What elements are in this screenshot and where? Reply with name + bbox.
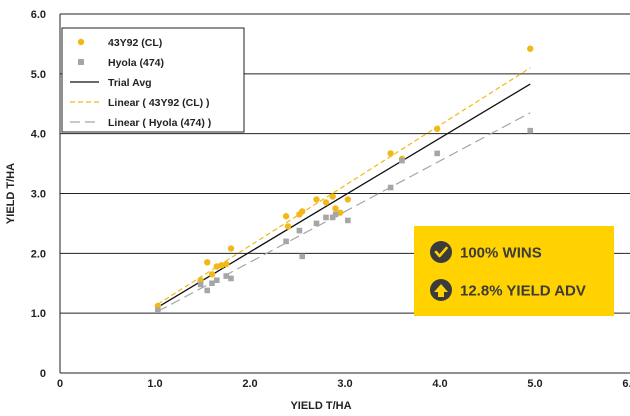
data-point-circle bbox=[332, 205, 339, 212]
data-point-circle bbox=[208, 271, 216, 278]
y-tick-label: 1.0 bbox=[31, 308, 46, 320]
data-point-circle bbox=[433, 125, 441, 133]
data-point-square bbox=[299, 253, 306, 260]
check-circle-icon bbox=[430, 241, 452, 263]
y-axis-title: YIELD T/HA bbox=[5, 163, 17, 224]
data-point-square bbox=[209, 280, 215, 287]
data-point-square bbox=[387, 184, 394, 191]
data-point-square bbox=[329, 214, 336, 221]
data-point-square bbox=[313, 220, 320, 227]
data-point-circle bbox=[282, 213, 290, 220]
data-point-square bbox=[283, 238, 289, 245]
check-mark-glyph bbox=[434, 246, 448, 258]
data-point-square bbox=[527, 127, 534, 134]
x-tick-label: 3.0 bbox=[337, 378, 352, 390]
y-tick-label: 2.0 bbox=[31, 248, 46, 260]
legend-marker-square bbox=[78, 59, 84, 65]
x-tick-label: 0 bbox=[57, 378, 63, 390]
data-point-square bbox=[223, 273, 230, 279]
legend: 43Y92 (CL) Hyola (474) Trial Avg Linear ( 4… bbox=[61, 27, 245, 133]
data-point-circle bbox=[204, 259, 211, 266]
data-point-square bbox=[296, 227, 303, 234]
legend-marker-circle bbox=[77, 38, 85, 46]
data-point-circle bbox=[313, 196, 320, 203]
up-arrow-glyph bbox=[434, 284, 448, 297]
axes bbox=[59, 14, 630, 374]
data-point-square bbox=[155, 307, 161, 313]
trend-line bbox=[157, 83, 531, 308]
data-point-circle bbox=[344, 196, 352, 203]
y-tick-labels: 0 1.0 2.0 3.0 4.0 5.0 6.0 bbox=[31, 9, 46, 380]
legend-box bbox=[61, 27, 245, 133]
data-points bbox=[154, 45, 534, 313]
callout-box: 100% WINS 12.8% YIELD ADV bbox=[414, 226, 614, 316]
y-tick-label: 6.0 bbox=[31, 9, 46, 21]
x-tick-label: 1.0 bbox=[147, 378, 162, 390]
data-point-square bbox=[399, 157, 405, 164]
callout-background bbox=[414, 226, 614, 316]
data-point-circle bbox=[227, 245, 235, 252]
x-tick-label: 4.0 bbox=[432, 378, 447, 390]
legend-label: 43Y92 (CL) bbox=[108, 37, 162, 49]
legend-label: Hyola (474) bbox=[108, 57, 164, 69]
x-tick-label: 2.0 bbox=[242, 378, 257, 390]
data-point-square bbox=[434, 150, 440, 157]
y-tick-label: 4.0 bbox=[31, 129, 46, 141]
callout-text: 12.8% YIELD ADV bbox=[460, 283, 586, 300]
data-point-circle bbox=[322, 199, 330, 206]
trend-line bbox=[157, 112, 531, 312]
data-point-square bbox=[345, 217, 351, 224]
data-point-circle bbox=[337, 209, 344, 216]
data-point-circle bbox=[527, 45, 534, 52]
data-point-circle bbox=[387, 150, 394, 157]
y-tick-label: 5.0 bbox=[31, 69, 46, 81]
data-point-circle bbox=[329, 193, 336, 200]
x-tick-label: 5.0 bbox=[527, 378, 542, 390]
legend-label: Linear ( Hyola (474) ) bbox=[108, 117, 211, 129]
legend-label: Trial Avg bbox=[108, 77, 152, 89]
callout-text: 100% WINS bbox=[460, 245, 542, 262]
x-tick-label: 6.0 bbox=[622, 378, 630, 390]
data-point-square bbox=[213, 277, 220, 284]
data-point-square bbox=[197, 281, 204, 288]
x-axis-title: YIELD T/HA bbox=[290, 400, 351, 412]
data-point-square bbox=[323, 214, 329, 221]
legend-label: Linear ( 43Y92 (CL) ) bbox=[108, 97, 210, 109]
data-point-circle bbox=[223, 260, 230, 268]
data-point-circle bbox=[299, 208, 306, 215]
data-point-square bbox=[204, 287, 211, 294]
data-point-circle bbox=[284, 223, 292, 230]
data-point-square bbox=[228, 275, 234, 282]
x-tick-labels: 0 1.0 2.0 3.0 4.0 5.0 6.0 bbox=[57, 378, 630, 390]
y-tick-label: 0 bbox=[40, 368, 46, 380]
data-point-square bbox=[332, 211, 339, 218]
y-tick-label: 3.0 bbox=[31, 189, 46, 201]
